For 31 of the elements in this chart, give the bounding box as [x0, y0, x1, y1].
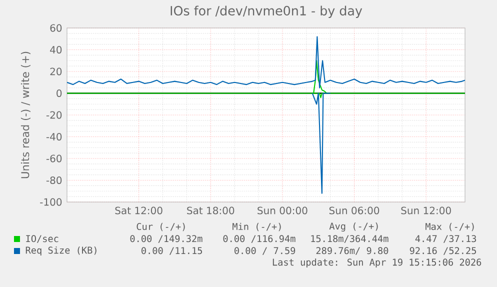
y-tick-label: 40 [50, 46, 62, 54]
y-tick-label: 0 [56, 89, 62, 98]
y-tick-label: 60 [50, 24, 62, 32]
text: 289.76m/ 9.80 [316, 247, 388, 255]
legend-label: IO/sec [26, 235, 58, 243]
text: 0.00 /11.15 [142, 247, 202, 255]
y-tick-label: -100 [40, 198, 62, 206]
y-tick-label: -20 [46, 111, 62, 119]
text: 0.00 /116.94m [223, 235, 296, 243]
chart-title: IOs for /dev/nvme0n1 - by day [170, 6, 362, 18]
text: 92.16 /52.25 [410, 247, 476, 255]
x-tick-label: Sun 06:00 [329, 206, 380, 214]
x-tick-label: Sat 18:00 [187, 206, 234, 214]
y-tick-label: -40 [46, 132, 62, 141]
y-tick-label: 20 [50, 68, 62, 76]
y-axis-title: Units read (-) / write (+) [20, 52, 30, 178]
text: 15.18m/364.44m [311, 235, 388, 243]
text: Min (-/+) [232, 222, 281, 232]
text: 0.00 /149.32m [130, 235, 202, 243]
x-tick-label: Sun 00:00 [258, 206, 308, 214]
x-tick-label: Sat 12:00 [115, 206, 162, 214]
text: Last update: Sun Apr 19 15:15:06 2026 [272, 258, 482, 268]
legend-label: Req Size (KB) [26, 246, 96, 256]
x-tick-label: Sun 12:00 [401, 206, 451, 214]
y-tick-label: -80 [46, 176, 62, 184]
text: Max (-/+) [426, 222, 474, 232]
text: Avg (-/+) [329, 222, 378, 232]
text: 4.47 /37.13 [415, 235, 476, 243]
text: Cur (-/+) [136, 222, 185, 232]
y-tick-label: -60 [46, 154, 62, 162]
text: 0.00 / 7.59 [234, 247, 296, 255]
